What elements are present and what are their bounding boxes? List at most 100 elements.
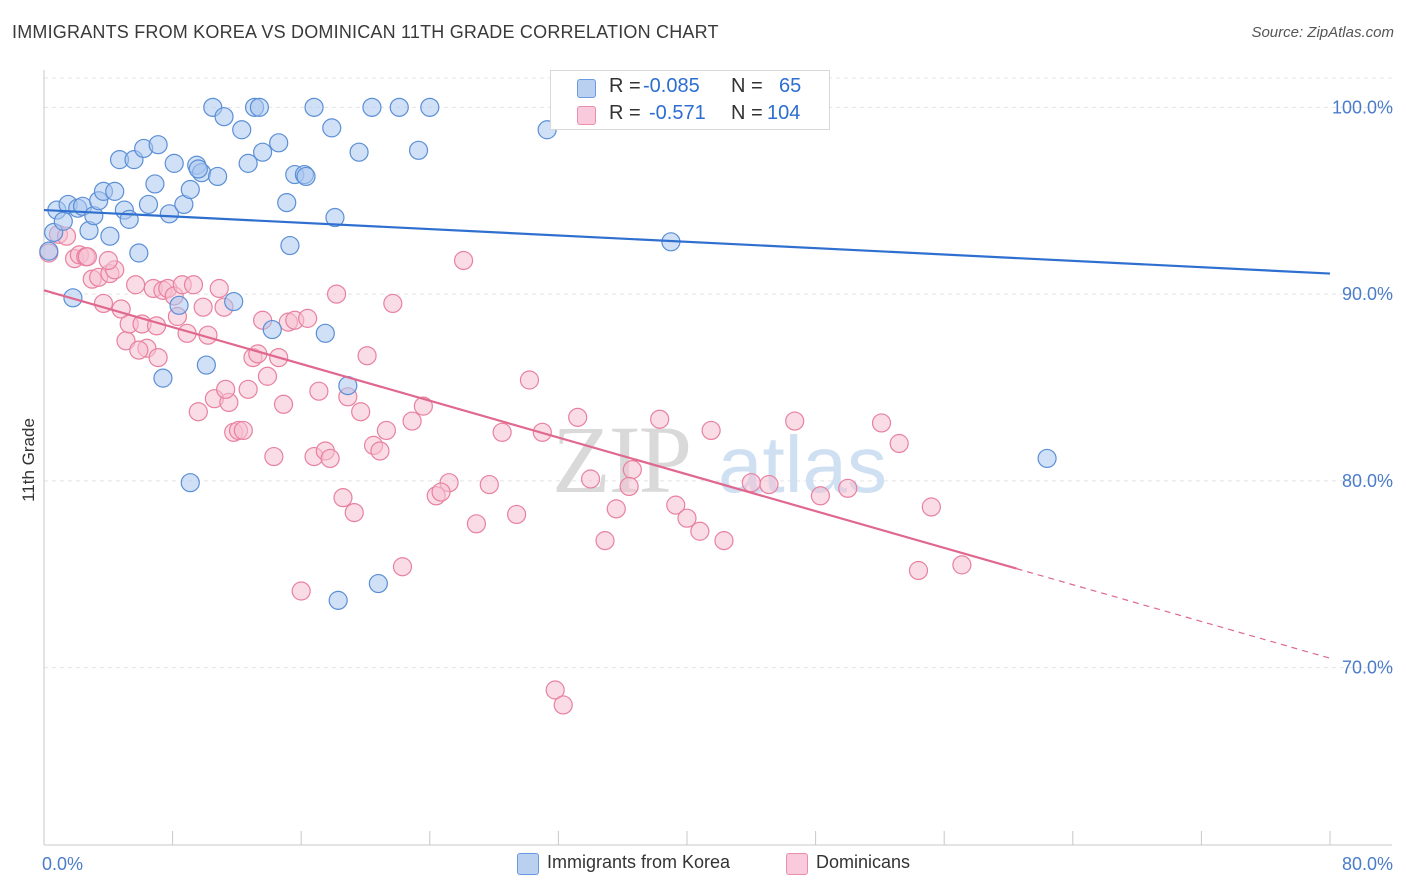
- y-tick-label: 70.0%: [1342, 658, 1393, 678]
- n-value: 65: [779, 75, 802, 97]
- series-legend: Immigrants from Korea Dominicans: [0, 852, 1406, 878]
- dominicans-point: [402, 411, 422, 431]
- korea-point: [408, 140, 429, 160]
- r-label: R =: [609, 102, 641, 124]
- dominicans-point: [98, 250, 118, 271]
- korea-point: [145, 174, 165, 194]
- dominicans-point: [216, 379, 236, 399]
- dominicans-point: [209, 278, 229, 299]
- x-tick-label: 0.0%: [42, 854, 83, 874]
- dominicans-point: [238, 379, 258, 399]
- dominicans-point: [233, 420, 253, 441]
- chart-title: IMMIGRANTS FROM KOREA VS DOMINICAN 11TH …: [12, 22, 719, 42]
- dominicans-point: [183, 275, 204, 295]
- y-tick-label: 100.0%: [1332, 97, 1393, 117]
- korea-point: [129, 243, 149, 263]
- dominicans-point: [479, 474, 499, 495]
- dominicans-point: [810, 486, 831, 506]
- dominicans-point: [650, 409, 670, 429]
- dominicans-point: [273, 394, 294, 414]
- dominicans-point: [606, 499, 626, 519]
- dominicans-point: [871, 413, 892, 433]
- r-value: -0.085: [643, 75, 700, 97]
- dominicans-point: [701, 420, 721, 441]
- source-label: Source: ZipAtlas.com: [1251, 24, 1394, 41]
- korea-point: [249, 97, 270, 117]
- dominicans-point: [759, 474, 779, 495]
- korea-point: [164, 153, 184, 173]
- korea-trend-line: [43, 208, 1331, 275]
- korea-point: [389, 97, 409, 117]
- korea-point: [180, 179, 200, 200]
- korea-point: [53, 211, 73, 231]
- dominicans-point: [714, 531, 734, 551]
- dominicans-point: [492, 422, 512, 442]
- korea-point: [39, 241, 59, 261]
- korea-point: [148, 135, 168, 155]
- dominicans-point: [376, 420, 396, 441]
- dominicans-point: [595, 531, 615, 551]
- dominicans-point: [320, 448, 340, 469]
- watermark-atlas: atlas: [718, 420, 887, 509]
- legend-row-dominicans: R = -0.571 N = 104: [551, 102, 829, 128]
- korea-point: [420, 97, 440, 117]
- dominicans-point: [431, 482, 451, 502]
- dominicans-point: [553, 695, 573, 715]
- korea-point: [238, 153, 258, 173]
- dominicans-point: [383, 293, 403, 314]
- korea-point: [325, 207, 345, 228]
- korea-point: [214, 107, 234, 127]
- n-label: N =: [731, 75, 763, 97]
- dominicans-point: [908, 560, 929, 581]
- korea-point: [224, 291, 244, 312]
- korea-point: [159, 204, 179, 224]
- dominicans-point: [619, 476, 639, 497]
- dominicans-point: [333, 488, 353, 508]
- dominicans-point: [622, 460, 642, 480]
- dominicans-point: [298, 308, 318, 328]
- korea-point: [232, 120, 252, 140]
- korea-point: [304, 97, 324, 117]
- dominicans-point: [677, 508, 697, 528]
- korea-point: [196, 355, 216, 375]
- dominicans-point: [77, 247, 98, 267]
- legend-row-korea: R = -0.085 N = 65: [551, 75, 829, 101]
- korea-point: [253, 142, 273, 162]
- y-tick-label: 80.0%: [1342, 471, 1393, 491]
- korea-point: [262, 319, 282, 340]
- dominicans-point: [889, 433, 909, 454]
- korea-point: [315, 323, 335, 343]
- korea-point: [368, 573, 388, 594]
- dominicans-point: [129, 340, 149, 360]
- dominicans-point: [148, 347, 168, 368]
- dominicans-point: [921, 497, 941, 517]
- y-tick-label: 90.0%: [1342, 284, 1393, 304]
- korea-point: [208, 166, 228, 187]
- dominicans-trend-extension: [1016, 568, 1331, 659]
- dominicans-point: [519, 370, 540, 390]
- korea-point: [169, 295, 189, 315]
- dominicans-point: [326, 284, 347, 304]
- korea-points: [39, 97, 1057, 610]
- dominicans-point: [413, 396, 433, 416]
- dominicans-point: [466, 514, 487, 534]
- dominicans-point: [741, 473, 761, 493]
- n-label: N =: [731, 102, 763, 124]
- legend-label: Immigrants from Korea: [547, 852, 731, 872]
- korea-swatch: [577, 79, 596, 98]
- dominicans-point: [568, 407, 588, 427]
- dominicans-swatch: [786, 853, 808, 875]
- dominicans-point: [370, 441, 390, 461]
- tick-labels: 70.0% 80.0% 90.0% 100.0% 0.0% 80.0%: [42, 97, 1393, 874]
- dominicans-points: [39, 224, 972, 715]
- korea-point: [280, 235, 300, 256]
- korea-point: [105, 181, 125, 201]
- dominicans-point: [580, 469, 601, 489]
- dominicans-point: [351, 402, 371, 422]
- dominicans-point: [193, 297, 213, 317]
- korea-point: [362, 97, 382, 117]
- korea-point: [269, 133, 289, 153]
- korea-point: [277, 192, 297, 213]
- dominicans-point: [344, 502, 364, 523]
